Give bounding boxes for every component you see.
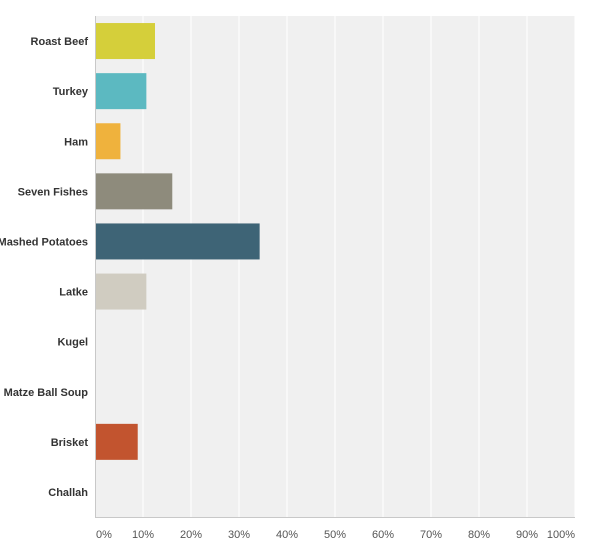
bars	[96, 23, 260, 460]
category-label: Mashed Potatoes	[0, 236, 88, 248]
gridlines	[142, 16, 576, 517]
bar-turkey	[96, 73, 147, 110]
x-tick-label: 100%	[547, 529, 575, 541]
bar-latke	[96, 273, 147, 310]
bar-brisket	[96, 423, 138, 460]
category-label: Latke	[59, 287, 88, 299]
x-tick-label: 10%	[132, 529, 154, 541]
category-label: Kugel	[57, 337, 88, 349]
x-tick-label: 50%	[324, 529, 346, 541]
category-label: Turkey	[53, 86, 89, 98]
category-label: Brisket	[51, 437, 89, 449]
category-label: Matze Ball Soup	[4, 387, 89, 399]
x-tick-label: 90%	[516, 529, 538, 541]
bar-mashed-potatoes	[96, 223, 260, 260]
bar-seven-fishes	[96, 173, 173, 210]
x-tick-label: 0%	[96, 529, 112, 541]
bar-roast-beef	[96, 23, 155, 60]
x-tick-labels: 0% 10% 20% 30% 40% 50% 60% 70% 80% 90% 100%	[96, 529, 575, 541]
x-tick-label: 40%	[276, 529, 298, 541]
category-label: Seven Fishes	[18, 186, 88, 198]
bar-ham	[96, 123, 121, 160]
x-tick-label: 20%	[180, 529, 202, 541]
category-label: Challah	[48, 487, 88, 499]
category-labels: Roast Beef Turkey Ham Seven Fishes Mashed Po…	[0, 36, 89, 499]
x-tick-label: 70%	[420, 529, 442, 541]
x-tick-label: 80%	[468, 529, 490, 541]
category-label: Ham	[64, 136, 88, 148]
x-tick-label: 30%	[228, 529, 250, 541]
category-label: Roast Beef	[31, 36, 89, 48]
x-tick-label: 60%	[372, 529, 394, 541]
